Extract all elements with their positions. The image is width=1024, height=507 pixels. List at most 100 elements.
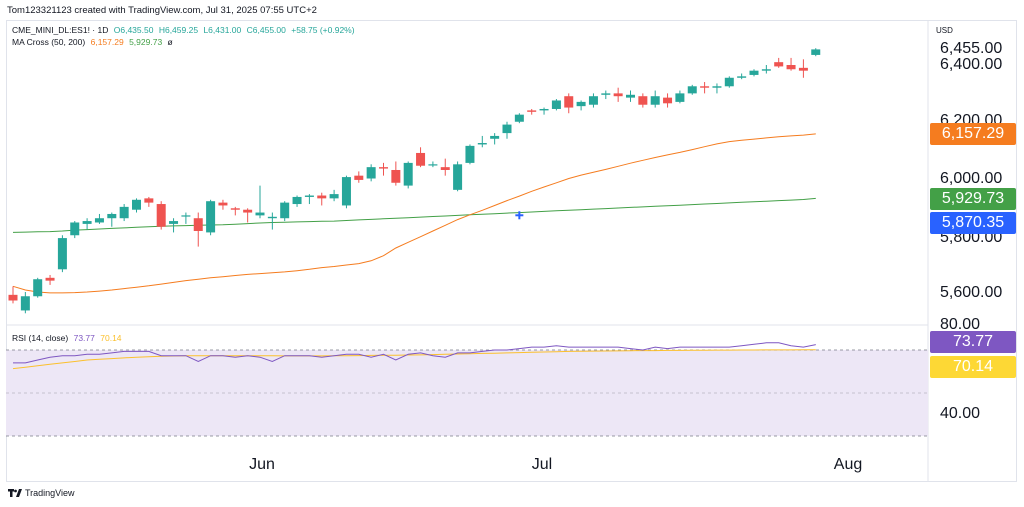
candle-body[interactable]	[156, 204, 166, 227]
candle-body[interactable]	[391, 169, 401, 183]
candle-body[interactable]	[193, 218, 203, 231]
rsi-ma-value-tag: 70.14	[930, 356, 1016, 378]
candle-body[interactable]	[329, 194, 339, 199]
candle-body[interactable]	[453, 164, 463, 190]
footer-brand-text: TradingView	[25, 488, 75, 498]
candle-body[interactable]	[218, 202, 228, 206]
candle-body[interactable]	[428, 164, 438, 166]
candle-body[interactable]	[230, 208, 240, 210]
candle-body[interactable]	[33, 279, 43, 297]
candle-body[interactable]	[737, 76, 747, 78]
price-axis-label: 6,400.00	[940, 56, 1003, 73]
legend-high: H6,459.25	[158, 25, 199, 35]
rsi-value-tag: 73.77	[930, 331, 1016, 353]
candle-body[interactable]	[551, 100, 561, 109]
candle-body[interactable]	[57, 238, 67, 270]
rsi-legend-value: 73.77	[73, 333, 95, 343]
ma200-price-tag: 5,929.73	[930, 188, 1016, 210]
rsi-axis-label: 40.00	[940, 405, 981, 422]
candle-body[interactable]	[82, 221, 92, 224]
candle-body[interactable]	[94, 218, 104, 223]
time-axis-label: Aug	[834, 456, 862, 473]
candle-body[interactable]	[687, 86, 697, 94]
candle-body[interactable]	[700, 86, 710, 88]
candle-body[interactable]	[107, 213, 117, 219]
candle-body[interactable]	[70, 222, 80, 236]
candle-body[interactable]	[255, 212, 265, 216]
candle-body[interactable]	[798, 67, 808, 71]
candle-body[interactable]	[267, 216, 277, 219]
candle-body[interactable]	[663, 97, 673, 104]
candle-body[interactable]	[477, 143, 487, 145]
candle-body[interactable]	[416, 152, 426, 166]
candle-body[interactable]	[650, 96, 660, 105]
legend-change: +58.75 (+0.92%)	[291, 25, 355, 35]
rsi-ma-legend-value: 70.14	[100, 333, 122, 343]
candle-body[interactable]	[317, 195, 327, 199]
ma-fast-value: 6,157.29	[90, 37, 124, 47]
candle-body[interactable]	[169, 221, 179, 224]
visibility-icon[interactable]: ø	[167, 37, 173, 47]
candle-body[interactable]	[613, 93, 623, 97]
legend-close: C6,455.00	[246, 25, 286, 35]
chart-frame	[6, 20, 1017, 482]
cross-price-tag: 5,870.35	[930, 212, 1016, 234]
candle-body[interactable]	[181, 215, 191, 217]
candle-body[interactable]	[786, 65, 796, 70]
candle-body[interactable]	[774, 62, 784, 67]
candle-body[interactable]	[527, 110, 537, 112]
candle-body[interactable]	[564, 96, 574, 108]
candle-body[interactable]	[539, 108, 549, 111]
rsi-ma-line	[12, 349, 816, 370]
time-axis-label: Jun	[249, 456, 275, 473]
candle-body[interactable]	[465, 145, 475, 163]
candle-body[interactable]	[761, 69, 771, 71]
candle-body[interactable]	[8, 294, 18, 301]
candle-body[interactable]	[440, 167, 450, 170]
candle-body[interactable]	[811, 49, 821, 55]
candle-body[interactable]	[724, 77, 734, 87]
candle-body[interactable]	[712, 86, 722, 88]
candle-body[interactable]	[206, 201, 216, 233]
chart-creator-caption: Tom123321123 created with TradingView.co…	[7, 5, 317, 16]
candle-body[interactable]	[20, 296, 30, 311]
candle-body[interactable]	[576, 101, 586, 107]
candle-body[interactable]	[675, 93, 685, 102]
candle-body[interactable]	[366, 167, 376, 179]
time-axis-label: Jul	[532, 456, 552, 473]
ma50-line	[12, 133, 816, 294]
tradingview-logo-icon	[8, 489, 22, 497]
rsi-axis-label: 80.00	[940, 316, 981, 333]
ma-legend-label[interactable]: MA Cross (50, 200)	[12, 37, 86, 47]
candle-body[interactable]	[280, 202, 290, 219]
legend-symbol[interactable]: CME_MINI_DL:ES1! · 1D	[12, 25, 109, 35]
candle-body[interactable]	[490, 135, 500, 139]
candle-body[interactable]	[638, 96, 648, 105]
ma50-price-tag: 6,157.29	[930, 123, 1016, 145]
candle-body[interactable]	[379, 167, 388, 169]
candle-body[interactable]	[304, 195, 314, 197]
candle-body[interactable]	[243, 209, 253, 213]
candle-body[interactable]	[403, 162, 413, 186]
ma200-line	[12, 197, 816, 233]
candle-body[interactable]	[749, 70, 759, 75]
candle-body[interactable]	[588, 96, 598, 105]
candle-body[interactable]	[514, 114, 524, 122]
candle-body[interactable]	[601, 93, 611, 95]
candle-body[interactable]	[132, 199, 141, 210]
candle-body[interactable]	[626, 94, 635, 98]
candle-body[interactable]	[292, 196, 302, 205]
candle-body[interactable]	[144, 198, 154, 203]
price-axis-label: 6,000.00	[940, 170, 1003, 187]
candle-body[interactable]	[502, 124, 512, 134]
footer-brand: TradingView	[8, 488, 75, 498]
price-legend: CME_MINI_DL:ES1! · 1D O6,435.50 H6,459.2…	[12, 25, 358, 35]
currency-label[interactable]: USD	[936, 26, 953, 35]
candle-body[interactable]	[354, 175, 364, 180]
rsi-legend-label[interactable]: RSI (14, close)	[12, 333, 69, 343]
ma-legend: MA Cross (50, 200) 6,157.29 5,929.73 ø	[12, 37, 176, 47]
candle-body[interactable]	[45, 277, 55, 281]
candle-body[interactable]	[341, 177, 351, 206]
candle-body[interactable]	[119, 206, 129, 219]
